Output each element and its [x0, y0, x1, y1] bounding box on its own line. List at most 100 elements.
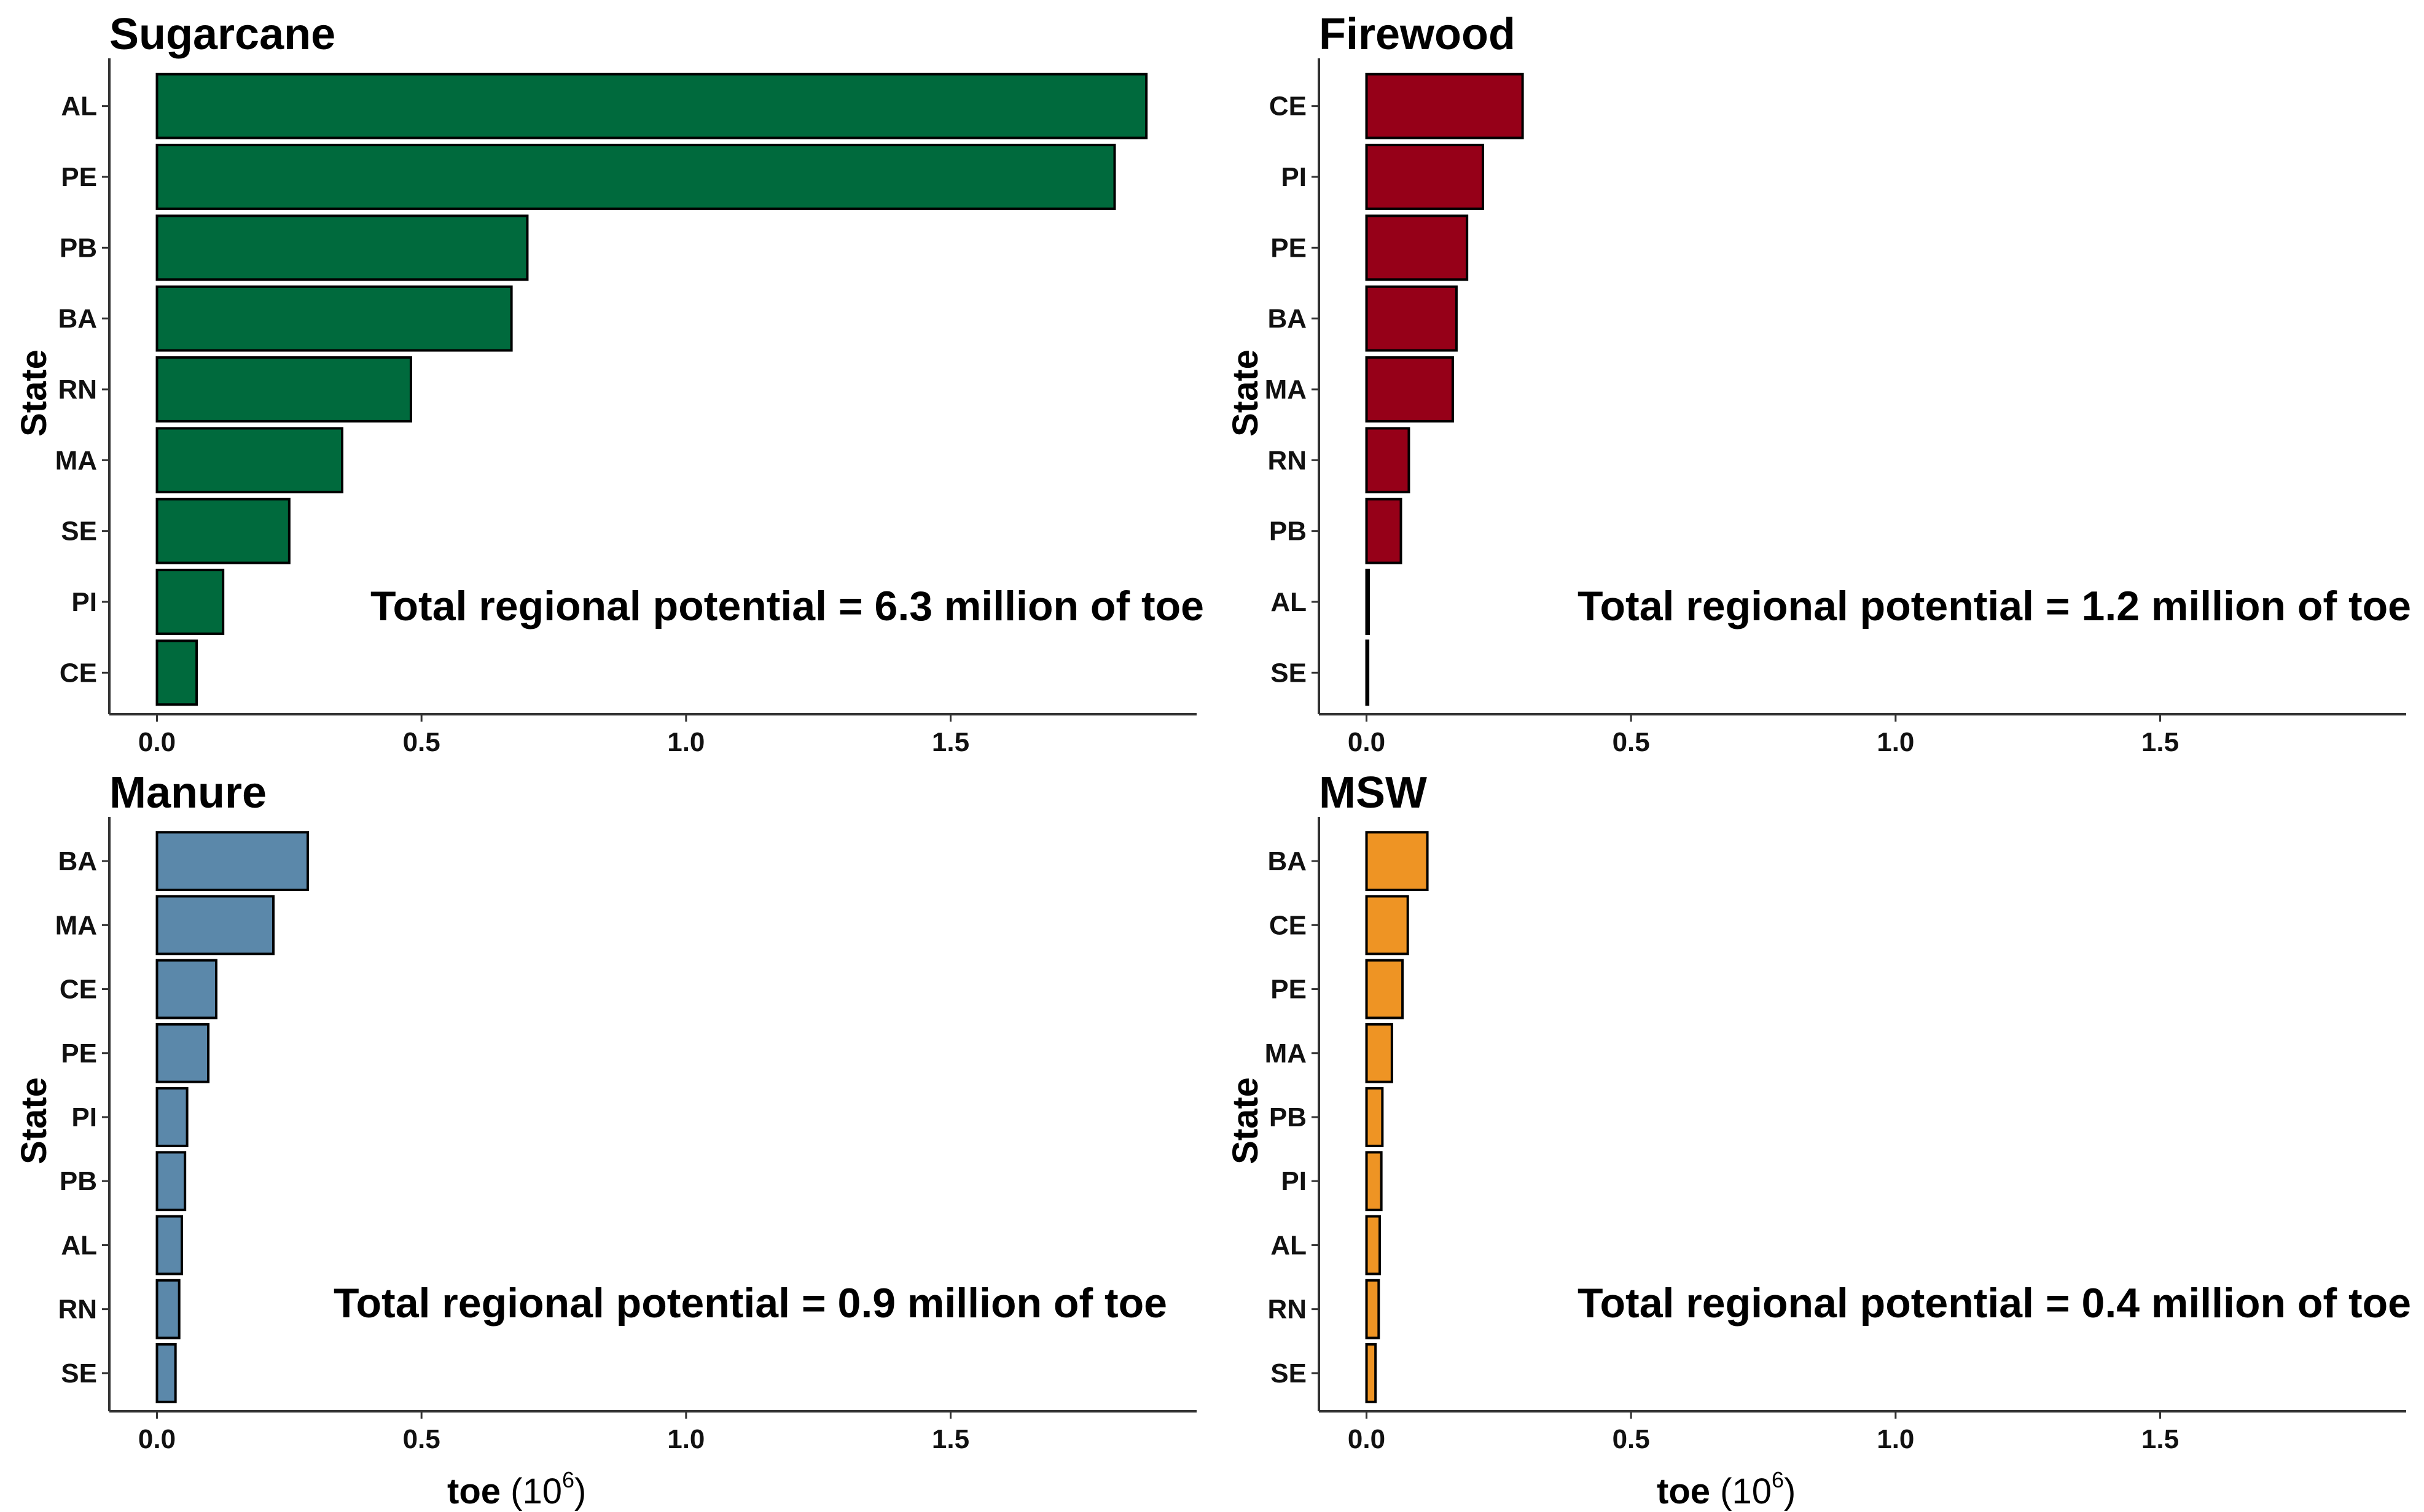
bar-pi	[1365, 1151, 1383, 1212]
bar-ce	[155, 959, 217, 1019]
bar-al	[1365, 1215, 1382, 1276]
panel-firewood: Firewood State CE PI PE BA MA RN PB AL SE 0.0 0.5 1.0…	[1226, 10, 2411, 757]
y-tick-label-pe: PE	[1270, 975, 1307, 1005]
bar-pe	[1365, 959, 1404, 1019]
y-tick-label-ma: MA	[1265, 375, 1307, 405]
bar-pi	[155, 569, 225, 635]
bar-rn	[155, 356, 412, 423]
y-tick-label-ba: BA	[1267, 304, 1307, 334]
y-axis-label: State	[1226, 1077, 1265, 1164]
x-axis-unit-base: (10	[510, 1471, 562, 1511]
total-potential-annotation: Total regional potential = 0.4 million o…	[1578, 1280, 2411, 1327]
bar-pb	[1365, 497, 1402, 564]
y-tick-label-al: AL	[1270, 1230, 1307, 1260]
bar-ce	[155, 639, 198, 706]
bar-ba	[155, 285, 513, 352]
panel-title: Manure	[109, 768, 267, 817]
y-tick-label-ba: BA	[58, 846, 97, 876]
x-tick-label: 0.0	[1348, 1424, 1385, 1454]
x-tick-label: 0.0	[138, 727, 176, 757]
y-tick-label-pb: PB	[60, 233, 97, 263]
bar-pb	[155, 1151, 187, 1212]
bar-ce	[1365, 895, 1409, 956]
bar-pe	[1365, 214, 1469, 281]
total-potential-annotation: Total regional potential = 6.3 million o…	[370, 583, 1204, 629]
bar-ba	[1365, 285, 1458, 352]
bar-al	[155, 72, 1148, 139]
bar-se	[155, 1342, 177, 1403]
panel-title: Firewood	[1319, 10, 1515, 59]
bar-ma	[1365, 356, 1454, 423]
x-tick-label: 0.5	[403, 727, 440, 757]
x-tick-label: 0.5	[1613, 1424, 1650, 1454]
y-axis-label: State	[14, 349, 54, 437]
y-tick-label-rn: RN	[58, 1295, 97, 1325]
x-axis-unit-base: (10	[1720, 1471, 1772, 1511]
panel-sugarcane: Sugarcane State AL PE PB BA RN MA SE PI CE 0.0 0.5 1.…	[14, 10, 1204, 757]
y-axis-label: State	[14, 1077, 54, 1164]
y-tick-label-pb: PB	[1269, 1102, 1307, 1132]
y-tick-label-pe: PE	[1270, 233, 1307, 263]
y-tick-label-pe: PE	[61, 1039, 97, 1069]
y-tick-label-ce: CE	[1269, 910, 1307, 940]
bar-se	[1365, 639, 1370, 706]
x-tick-label: 1.0	[1877, 727, 1914, 757]
x-axis-unit-end: )	[1784, 1471, 1796, 1511]
x-tick-label: 1.5	[932, 1424, 969, 1454]
y-tick-label-pi: PI	[1281, 1166, 1307, 1196]
bar-pe	[155, 1023, 210, 1083]
x-axis-unit-end: )	[574, 1471, 586, 1511]
x-tick-label: 1.5	[932, 727, 969, 757]
x-tick-label: 0.0	[1348, 727, 1385, 757]
y-tick-label-rn: RN	[1267, 445, 1307, 475]
total-potential-annotation: Total regional potential = 1.2 million o…	[1578, 583, 2411, 629]
y-tick-label-se: SE	[1270, 658, 1307, 688]
y-tick-label-ba: BA	[1267, 846, 1307, 876]
y-tick-label-ce: CE	[1269, 92, 1307, 122]
total-potential-annotation: Total regional potential = 0.9 million o…	[334, 1280, 1167, 1327]
x-axis-label-main: toe	[447, 1471, 510, 1511]
y-tick-label-pi: PI	[1281, 162, 1307, 192]
y-tick-label-pb: PB	[60, 1166, 97, 1196]
x-tick-label: 1.0	[667, 1424, 705, 1454]
x-tick-label: 0.5	[403, 1424, 440, 1454]
y-tick-label-ce: CE	[60, 658, 97, 688]
y-tick-label-ba: BA	[58, 304, 97, 334]
bar-se	[1365, 1342, 1377, 1403]
y-tick-label-se: SE	[1270, 1358, 1307, 1389]
x-tick-label: 1.0	[667, 727, 705, 757]
y-tick-label-rn: RN	[58, 375, 97, 405]
bar-pb	[155, 214, 529, 281]
bar-ma	[155, 895, 275, 956]
panel-title: Sugarcane	[109, 10, 335, 59]
x-tick-label: 1.0	[1877, 1424, 1914, 1454]
y-tick-label-ma: MA	[55, 910, 97, 940]
y-tick-label-al: AL	[1270, 587, 1307, 617]
y-tick-label-al: AL	[61, 1230, 97, 1260]
bar-ba	[155, 831, 309, 892]
bar-pb	[1365, 1087, 1384, 1147]
bar-pi	[155, 1087, 189, 1147]
x-tick-label: 1.5	[2141, 1424, 2179, 1454]
x-tick-label: 0.0	[138, 1424, 176, 1454]
y-tick-label-rn: RN	[1267, 1295, 1307, 1325]
y-tick-label-ma: MA	[1265, 1039, 1307, 1069]
panel-manure: Manure State BA MA CE PE PI PB AL RN SE 0.0 0.5 1.0 1.…	[14, 768, 1197, 1511]
y-tick-label-al: AL	[61, 92, 97, 122]
bar-rn	[1365, 427, 1410, 494]
x-tick-label: 1.5	[2141, 727, 2179, 757]
y-tick-label-pi: PI	[71, 1102, 97, 1132]
panel-title: MSW	[1319, 768, 1427, 817]
x-axis-label: toe (106)	[1657, 1467, 1796, 1511]
bar-se	[155, 497, 291, 564]
y-tick-label-se: SE	[61, 516, 97, 547]
y-tick-label-pi: PI	[71, 587, 97, 617]
bar-pe	[155, 144, 1116, 210]
x-axis-unit-exponent: 6	[562, 1467, 574, 1492]
bar-ba	[1365, 831, 1429, 892]
bar-rn	[155, 1279, 181, 1339]
bar-al	[1365, 569, 1370, 635]
panel-msw: MSW State BA CE PE MA PB PI AL RN SE 0.0 0.5 1.0 1.5 to…	[1226, 768, 2411, 1511]
x-tick-label: 0.5	[1613, 727, 1650, 757]
